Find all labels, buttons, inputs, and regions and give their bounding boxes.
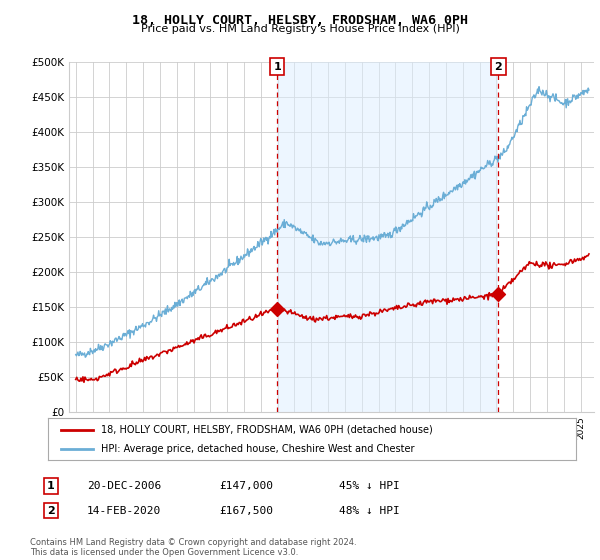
Text: 20-DEC-2006: 20-DEC-2006 (87, 481, 161, 491)
Point (272, 304, 282, 313)
Text: 2: 2 (494, 62, 502, 72)
Text: Price paid vs. HM Land Registry's House Price Index (HPI): Price paid vs. HM Land Registry's House … (140, 24, 460, 34)
Bar (277, 62, 499, 412)
Text: 1: 1 (273, 62, 281, 72)
Text: £167,500: £167,500 (219, 506, 273, 516)
Text: Contains HM Land Registry data © Crown copyright and database right 2024.
This d: Contains HM Land Registry data © Crown c… (30, 538, 356, 557)
Text: 2: 2 (47, 506, 55, 516)
Text: HPI: Average price, detached house, Cheshire West and Chester: HPI: Average price, detached house, Ches… (101, 444, 415, 454)
Text: 48% ↓ HPI: 48% ↓ HPI (339, 506, 400, 516)
Text: £147,000: £147,000 (219, 481, 273, 491)
Text: 18, HOLLY COURT, HELSBY, FRODSHAM, WA6 0PH: 18, HOLLY COURT, HELSBY, FRODSHAM, WA6 0… (132, 14, 468, 27)
Point (494, 290, 503, 299)
Text: 1: 1 (47, 481, 55, 491)
Text: 18, HOLLY COURT, HELSBY, FRODSHAM, WA6 0PH (detached house): 18, HOLLY COURT, HELSBY, FRODSHAM, WA6 0… (101, 424, 433, 435)
Text: 14-FEB-2020: 14-FEB-2020 (87, 506, 161, 516)
Text: 45% ↓ HPI: 45% ↓ HPI (339, 481, 400, 491)
